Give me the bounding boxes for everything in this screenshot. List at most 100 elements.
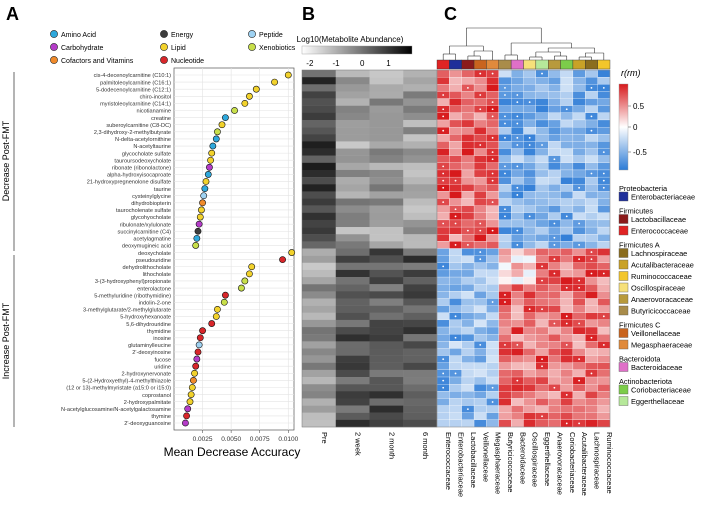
correlation-cell — [535, 234, 549, 242]
metabolite-dot — [200, 192, 208, 200]
correlation-cell — [585, 291, 598, 299]
correlation-cell — [548, 248, 561, 256]
correlation-cell — [535, 134, 549, 142]
correlation-cell — [523, 241, 536, 249]
legend-label: Energy — [171, 32, 194, 39]
correlation-cell — [473, 212, 487, 221]
correlation-cell — [560, 205, 574, 213]
correlation-cell — [511, 369, 524, 378]
correlation-cell — [461, 355, 475, 363]
abundance-cell — [302, 277, 336, 285]
significance-dot — [491, 201, 494, 203]
family-label: Eggerthellaceae — [543, 432, 552, 486]
significance-dot — [466, 408, 469, 411]
correlation-cell — [523, 198, 536, 206]
correlation-cell — [572, 334, 586, 342]
family-label: Oscillospiraceae — [531, 432, 540, 487]
abundance-cell — [369, 70, 404, 78]
correlation-cell — [436, 269, 450, 278]
abundance-cell — [302, 84, 336, 92]
correlation-cell — [548, 226, 561, 235]
correlation-cell — [572, 176, 586, 185]
correlation-cell — [523, 234, 536, 242]
phylum-label: Actinobacteriota — [619, 377, 673, 386]
abundance-cell — [403, 384, 438, 392]
significance-dot — [565, 108, 568, 111]
correlation-cell — [585, 405, 598, 413]
family-color-cell — [585, 59, 598, 70]
correlation-cell — [511, 362, 524, 371]
correlation-cell — [449, 98, 462, 106]
correlation-cell — [449, 69, 462, 78]
correlation-cell — [597, 248, 611, 256]
correlation-cell — [473, 369, 487, 378]
class-legend: Amino Acid Energy Peptide Carbohydrate Lipid… — [50, 30, 296, 65]
abundance-cell — [369, 298, 404, 306]
abundance-cell — [403, 162, 438, 171]
metabolite-label: creatine — [151, 116, 171, 122]
abundance-cell — [335, 277, 370, 285]
significance-dot — [454, 336, 457, 339]
correlation-cell — [597, 126, 611, 135]
correlation-cell — [572, 391, 586, 399]
family-legend-label: Ruminococcaceae — [631, 272, 692, 281]
significance-dot — [553, 272, 556, 275]
correlation-cell — [548, 326, 561, 335]
metabolite-dot — [206, 163, 213, 171]
metabolite-dot — [288, 249, 296, 256]
correlation-cell — [498, 77, 512, 85]
abundance-cell — [335, 284, 370, 292]
correlation-cell — [548, 198, 561, 206]
family-legend-label: Lachnospiraceae — [631, 249, 687, 258]
metabolite-dot — [198, 206, 205, 214]
family-legend-label: Anaerovoracaceae — [631, 295, 693, 304]
correlation-cell — [548, 84, 561, 92]
metabolite-dot — [214, 128, 221, 136]
correlation-cell — [436, 234, 450, 242]
correlation-cell — [548, 419, 561, 428]
correlation-cell — [523, 391, 536, 399]
correlation-cell — [535, 126, 549, 135]
correlation-cell — [597, 348, 611, 356]
correlation-cell — [486, 391, 499, 399]
correlation-cell — [498, 141, 512, 149]
significance-dot — [528, 136, 531, 139]
correlation-cell — [449, 319, 462, 328]
correlation-cell — [473, 262, 487, 271]
abundance-cell — [335, 298, 370, 306]
significance-dot — [590, 129, 593, 132]
correlation-cell — [560, 169, 574, 178]
significance-dot — [454, 315, 457, 318]
correlation-cell — [449, 84, 462, 92]
correlation-cell — [535, 269, 549, 278]
correlation-cell — [449, 398, 462, 406]
metabolite-label: fucose — [155, 357, 171, 363]
significance-dot — [578, 358, 581, 361]
family-color-cell — [461, 59, 475, 70]
metabolite-dot — [192, 362, 200, 370]
correlation-cell — [436, 191, 450, 199]
significance-dot — [578, 279, 581, 282]
correlation-cell — [511, 77, 524, 85]
correlation-cell — [523, 69, 536, 78]
correlation-cell — [560, 405, 574, 413]
correlation-cell — [523, 362, 536, 371]
correlation-cell — [473, 134, 487, 142]
correlation-cell — [486, 77, 499, 85]
abundance-cell — [302, 377, 336, 385]
correlation-cell — [585, 148, 598, 156]
correlation-cell — [560, 148, 574, 156]
correlation-cell — [523, 376, 536, 385]
correlation-cell — [511, 384, 524, 392]
abundance-cell — [302, 91, 336, 99]
metabolite-label: 5-dodecenoylcarnitine (C12:1) — [96, 87, 171, 93]
abundance-cell — [403, 391, 438, 399]
correlation-cell — [461, 176, 475, 185]
panel-b-label: B — [302, 4, 315, 24]
correlation-cell — [449, 326, 462, 335]
correlation-cell — [461, 234, 475, 242]
family-legend-label: Butyricicoccaceae — [631, 307, 691, 316]
abundance-cell — [335, 291, 370, 299]
correlation-cell — [597, 91, 611, 99]
